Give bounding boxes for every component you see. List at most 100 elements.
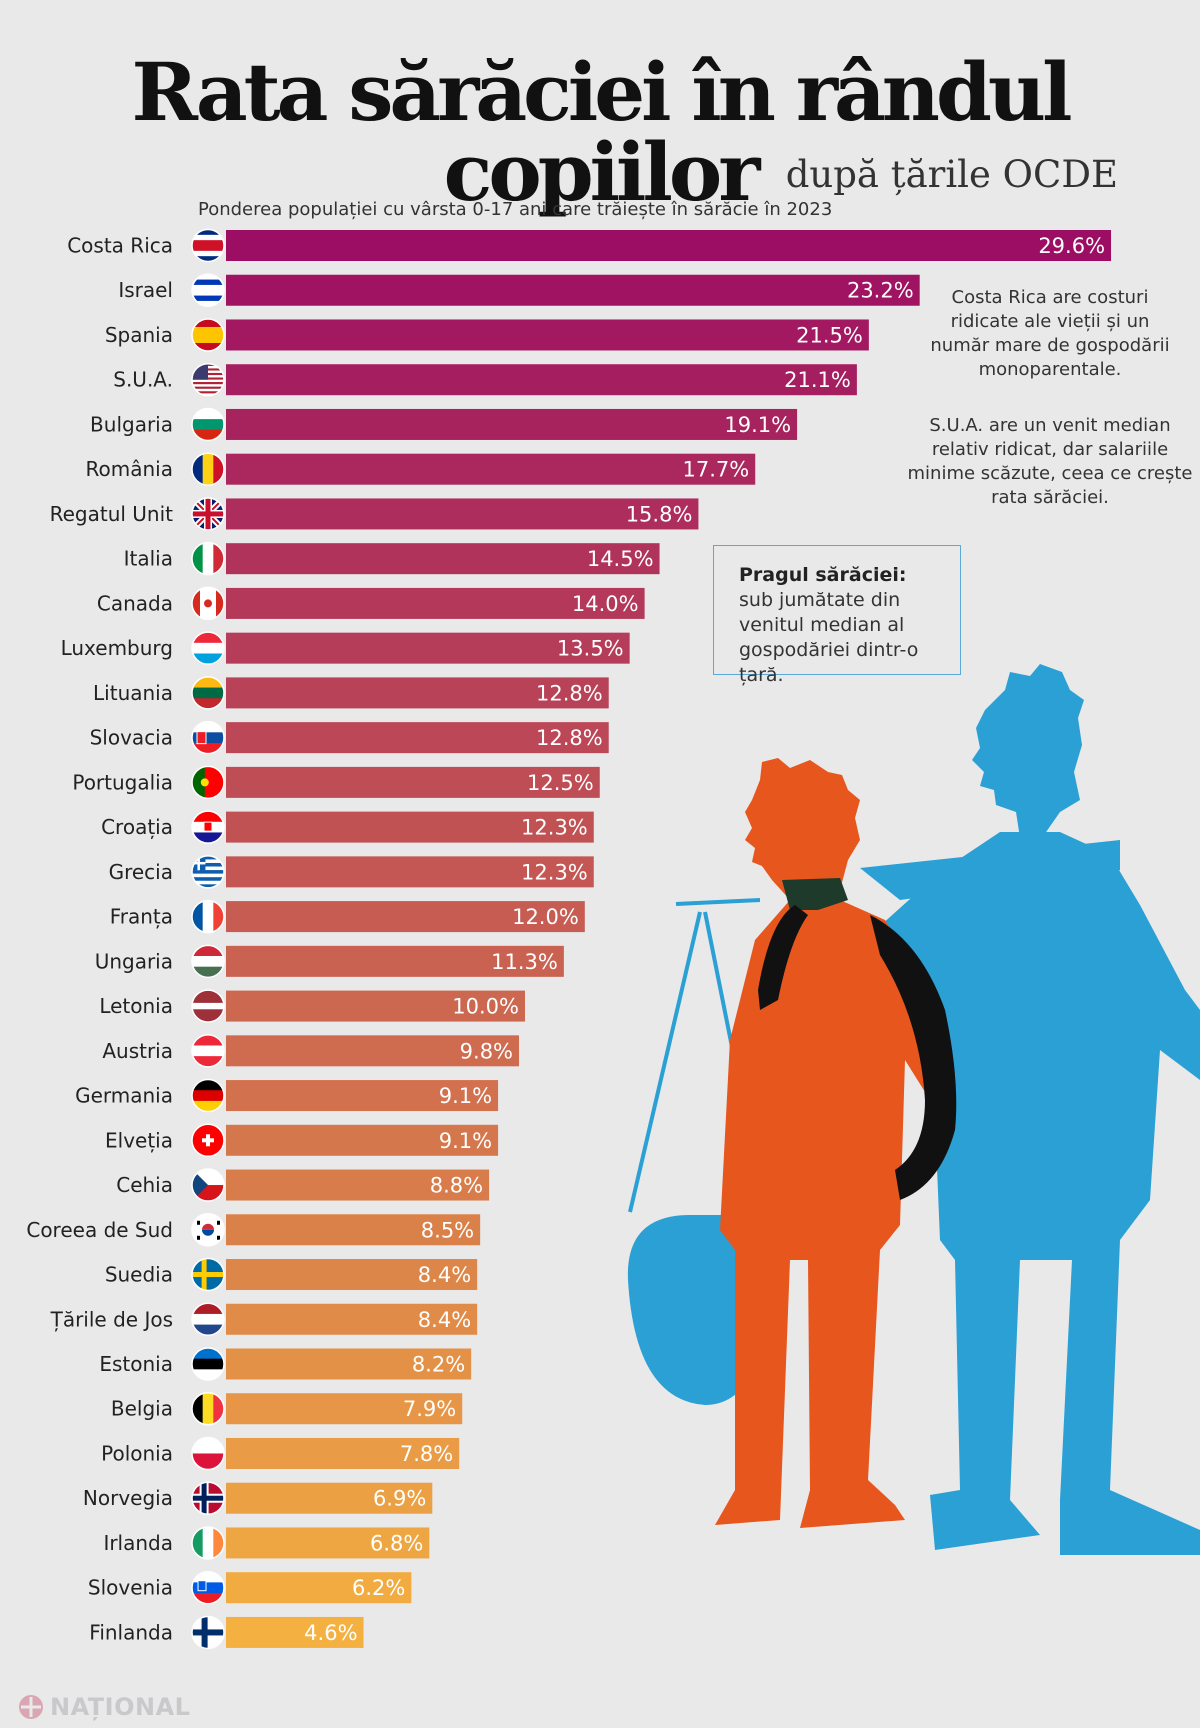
country-label-20: Elveția bbox=[105, 1128, 173, 1152]
value-label-14: 12.3% bbox=[521, 860, 588, 884]
bar-8 bbox=[226, 587, 645, 619]
chart-title: Rata sărăciei în rândul copiilor bbox=[131, 45, 1073, 219]
country-label-26: Belgia bbox=[111, 1397, 173, 1421]
poverty-threshold-box: Pragul sărăciei: sub jumătate din venitu… bbox=[713, 545, 961, 686]
bar-11 bbox=[226, 722, 609, 754]
bar-2 bbox=[226, 319, 869, 351]
bar-14 bbox=[226, 856, 594, 888]
bar-10 bbox=[226, 677, 609, 709]
bar-0 bbox=[226, 230, 1112, 261]
flag-portugal-icon bbox=[191, 765, 225, 800]
country-label-24: Țările de Jos bbox=[50, 1307, 173, 1331]
value-label-28: 6.9% bbox=[373, 1487, 426, 1511]
flag-france-icon bbox=[191, 899, 225, 934]
chart-subtitle: după țările OCDE bbox=[785, 153, 1118, 196]
value-label-9: 13.5% bbox=[557, 637, 624, 661]
value-label-8: 14.0% bbox=[572, 592, 639, 616]
bar-29 bbox=[226, 1527, 430, 1559]
bar-4 bbox=[226, 408, 798, 440]
country-label-25: Estonia bbox=[99, 1352, 173, 1376]
bar-1 bbox=[226, 274, 920, 306]
bar-3 bbox=[226, 364, 857, 396]
country-label-10: Lituania bbox=[93, 681, 173, 705]
country-label-28: Norvegia bbox=[83, 1486, 173, 1510]
flag-luxembourg-icon bbox=[191, 631, 225, 665]
flag-switzerland-icon bbox=[191, 1123, 225, 1158]
flag-greece-icon bbox=[191, 855, 225, 889]
bar-30 bbox=[226, 1572, 412, 1604]
flag-poland-icon bbox=[191, 1436, 225, 1471]
bar-24 bbox=[226, 1303, 478, 1335]
country-label-9: Luxemburg bbox=[61, 636, 173, 660]
flag-slovenia-icon bbox=[191, 1570, 225, 1605]
country-label-11: Slovacia bbox=[90, 726, 173, 750]
value-label-4: 19.1% bbox=[724, 413, 791, 437]
flag-finland-icon bbox=[191, 1615, 225, 1650]
threshold-bold-label: Pragul sărăciei: bbox=[739, 564, 907, 586]
country-label-3: S.U.A. bbox=[113, 368, 173, 392]
value-label-27: 7.8% bbox=[400, 1442, 453, 1466]
value-label-12: 12.5% bbox=[527, 771, 594, 795]
value-label-21: 8.8% bbox=[430, 1174, 483, 1198]
bar-23 bbox=[226, 1259, 478, 1291]
flag-estonia-icon bbox=[191, 1347, 225, 1381]
bar-25 bbox=[226, 1348, 472, 1380]
country-label-7: Italia bbox=[124, 547, 173, 571]
country-label-13: Croația bbox=[101, 815, 173, 839]
flag-croatia-icon bbox=[191, 810, 225, 844]
bar-26 bbox=[226, 1393, 463, 1425]
flag-latvia-icon bbox=[191, 989, 225, 1023]
flag-ireland-icon bbox=[191, 1526, 225, 1560]
value-label-19: 9.1% bbox=[439, 1084, 492, 1108]
country-label-15: Franța bbox=[110, 905, 173, 929]
flag-israel-icon bbox=[191, 273, 225, 307]
country-label-14: Grecia bbox=[109, 860, 173, 884]
bar-13 bbox=[226, 811, 594, 843]
bar-6 bbox=[226, 498, 699, 530]
country-label-17: Letonia bbox=[99, 994, 173, 1018]
country-label-12: Portugalia bbox=[72, 770, 173, 794]
bar-31 bbox=[226, 1616, 364, 1648]
flag-spain-icon bbox=[191, 318, 225, 352]
value-label-7: 14.5% bbox=[587, 547, 654, 571]
country-label-16: Ungaria bbox=[95, 949, 173, 973]
bar-15 bbox=[226, 901, 585, 933]
brand-logo: NAȚIONAL bbox=[18, 1693, 190, 1721]
value-label-11: 12.8% bbox=[536, 726, 603, 750]
value-label-18: 9.8% bbox=[460, 1039, 513, 1063]
flag-czechia-icon bbox=[191, 1168, 225, 1202]
bar-17 bbox=[226, 990, 525, 1022]
country-label-6: Regatul Unit bbox=[50, 502, 174, 526]
bar-21 bbox=[226, 1169, 490, 1201]
flag-lithuania-icon bbox=[191, 676, 225, 710]
bar-7 bbox=[226, 543, 660, 575]
value-label-15: 12.0% bbox=[512, 905, 579, 929]
bar-20 bbox=[226, 1124, 499, 1156]
value-label-1: 23.2% bbox=[847, 279, 914, 303]
flag-usa-icon bbox=[191, 362, 225, 397]
country-label-5: România bbox=[86, 457, 173, 481]
value-label-13: 12.3% bbox=[521, 816, 588, 840]
country-label-18: Austria bbox=[102, 1039, 173, 1063]
flag-germany-icon bbox=[191, 1078, 225, 1113]
country-label-29: Irlanda bbox=[103, 1531, 173, 1555]
bar-28 bbox=[226, 1482, 433, 1514]
brand-logo-icon bbox=[19, 1695, 43, 1719]
bar-19 bbox=[226, 1080, 499, 1112]
value-label-20: 9.1% bbox=[439, 1129, 492, 1153]
value-label-6: 15.8% bbox=[626, 502, 693, 526]
flag-sweden-icon bbox=[191, 1257, 225, 1292]
value-label-31: 4.6% bbox=[304, 1621, 357, 1645]
country-label-0: Costa Rica bbox=[67, 234, 173, 258]
country-label-19: Germania bbox=[75, 1084, 173, 1108]
country-label-27: Polonia bbox=[101, 1441, 173, 1465]
flag-italy-icon bbox=[191, 541, 225, 576]
flag-costa-rica-icon bbox=[191, 228, 225, 263]
bar-9 bbox=[226, 632, 630, 664]
country-label-2: Spania bbox=[105, 323, 173, 347]
flag-bulgaria-icon bbox=[191, 407, 225, 442]
bar-18 bbox=[226, 1035, 520, 1067]
flag-canada-icon bbox=[191, 586, 225, 621]
